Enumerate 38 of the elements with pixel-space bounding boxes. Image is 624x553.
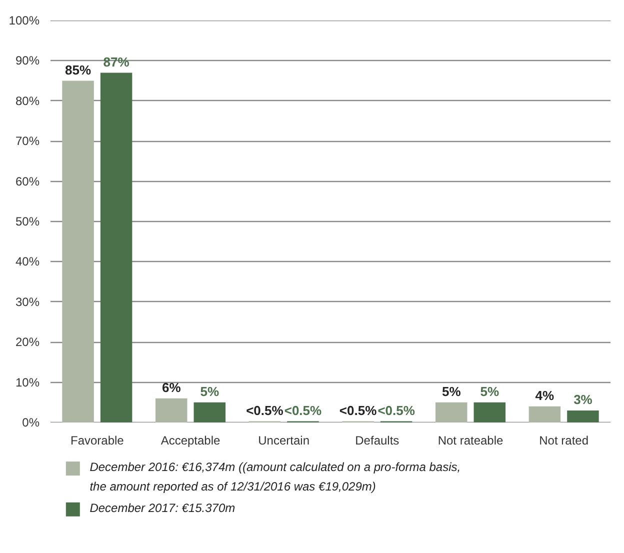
- y-tick-label: 50%: [15, 214, 40, 228]
- data-label: <0.5%: [339, 403, 378, 418]
- y-tick-label: 10%: [15, 375, 40, 390]
- bar: [528, 406, 561, 422]
- x-tick-label: Uncertain: [258, 434, 310, 448]
- x-tick-label: Defaults: [355, 434, 400, 448]
- x-tick-label: Not rateable: [438, 434, 504, 448]
- y-tick-label: 0%: [22, 416, 40, 430]
- bar: [436, 402, 468, 422]
- data-label: 5%: [480, 384, 500, 400]
- bar: [474, 402, 506, 422]
- y-tick-label: 20%: [15, 335, 40, 350]
- y-tick-label: 90%: [15, 54, 40, 68]
- legend-label: December 2017: €15.370m: [90, 500, 236, 515]
- x-tick-label: Acceptable: [160, 434, 221, 448]
- data-label: 3%: [574, 392, 593, 408]
- y-tick-label: 40%: [15, 254, 40, 269]
- bar: [194, 402, 226, 422]
- data-label: <0.5%: [378, 403, 416, 418]
- data-label: <0.5%: [246, 403, 284, 418]
- y-tick-label: 60%: [15, 174, 40, 188]
- data-label: 85%: [65, 62, 92, 78]
- data-label: 5%: [442, 384, 462, 400]
- y-tick-label: 30%: [15, 294, 40, 309]
- y-tick-label: 80%: [15, 94, 40, 108]
- data-label: 5%: [200, 384, 220, 400]
- bar: [100, 72, 132, 422]
- y-tick-label: 70%: [15, 134, 40, 148]
- y-tick-label: 100%: [8, 14, 40, 28]
- x-tick-label: Not rated: [539, 434, 589, 448]
- bar: [567, 410, 599, 422]
- bar: [62, 80, 94, 422]
- data-label: 6%: [162, 380, 182, 396]
- bar: [156, 398, 188, 422]
- x-tick-label: Favorable: [70, 434, 124, 448]
- legend-label: December 2016: €16,374m ((amount calculated on a pro-forma basis, the amount reported as of 12/31/2016 was €19,029m): [90, 460, 461, 494]
- data-label: 4%: [535, 388, 555, 404]
- data-label: <0.5%: [284, 403, 322, 418]
